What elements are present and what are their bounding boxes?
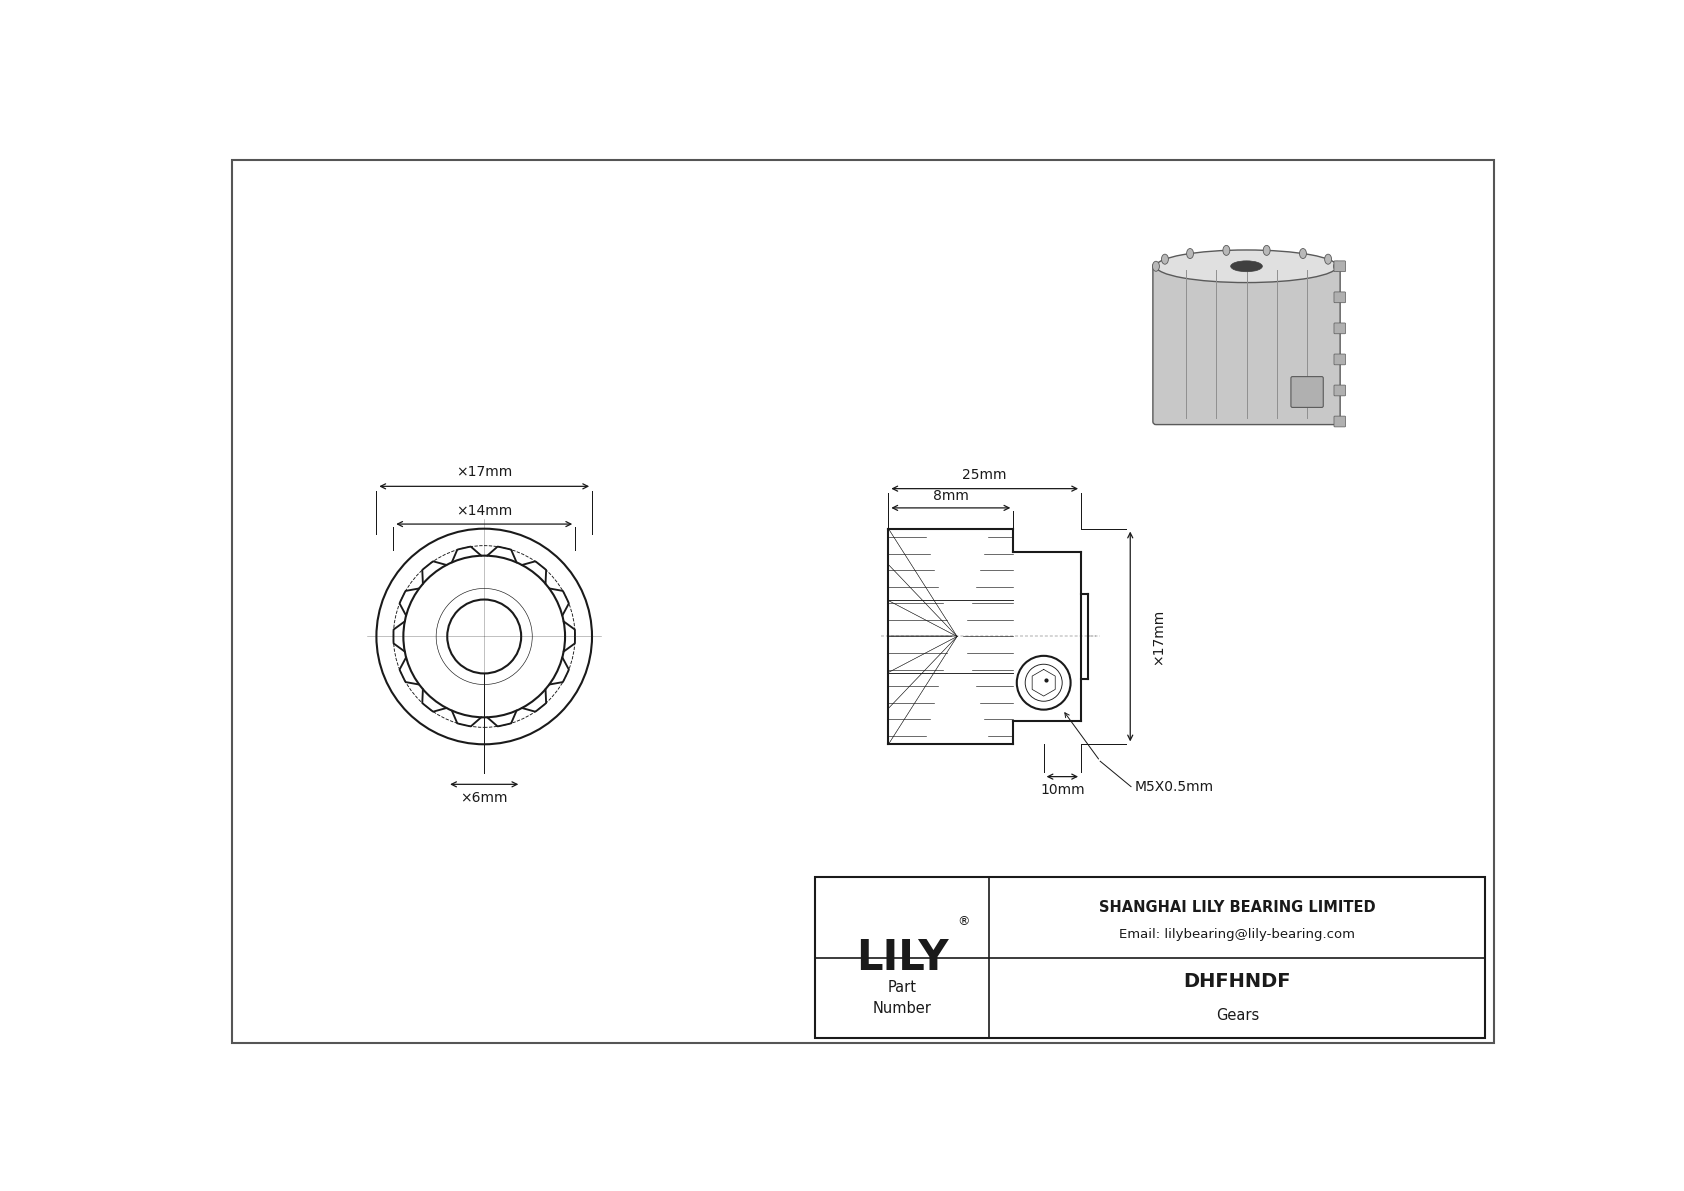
FancyBboxPatch shape (1292, 376, 1324, 407)
Text: LILY: LILY (855, 936, 948, 979)
FancyBboxPatch shape (1334, 354, 1346, 364)
Text: 25mm: 25mm (963, 468, 1007, 482)
Ellipse shape (1223, 245, 1229, 255)
FancyBboxPatch shape (1334, 261, 1346, 272)
Text: Email: lilybearing@lily-bearing.com: Email: lilybearing@lily-bearing.com (1120, 929, 1356, 941)
Text: 8mm: 8mm (933, 488, 968, 503)
Ellipse shape (1187, 249, 1194, 258)
Ellipse shape (1231, 261, 1263, 272)
Text: ×6mm: ×6mm (460, 791, 509, 805)
Bar (815, 877, 1485, 1039)
Text: DHFHNDF: DHFHNDF (1184, 972, 1292, 991)
Ellipse shape (1300, 249, 1307, 258)
FancyBboxPatch shape (1334, 416, 1346, 426)
FancyBboxPatch shape (1334, 385, 1346, 395)
Text: ×17mm: ×17mm (1150, 609, 1165, 665)
Text: Gears: Gears (1216, 1009, 1260, 1023)
Text: M5X0.5mm: M5X0.5mm (1135, 780, 1214, 793)
Ellipse shape (1334, 261, 1340, 272)
Ellipse shape (1263, 245, 1270, 255)
Ellipse shape (1162, 254, 1169, 264)
Text: 10mm: 10mm (1041, 782, 1084, 797)
Text: ×14mm: ×14mm (456, 504, 512, 518)
Ellipse shape (1152, 261, 1159, 272)
Ellipse shape (1325, 254, 1332, 264)
FancyBboxPatch shape (1334, 292, 1346, 303)
Ellipse shape (1155, 250, 1337, 282)
FancyBboxPatch shape (1334, 323, 1346, 333)
Text: ®: ® (957, 916, 970, 929)
Text: SHANGHAI LILY BEARING LIMITED: SHANGHAI LILY BEARING LIMITED (1100, 900, 1376, 915)
FancyBboxPatch shape (1154, 263, 1340, 424)
Text: Part
Number: Part Number (872, 980, 931, 1016)
Text: ×17mm: ×17mm (456, 466, 512, 480)
